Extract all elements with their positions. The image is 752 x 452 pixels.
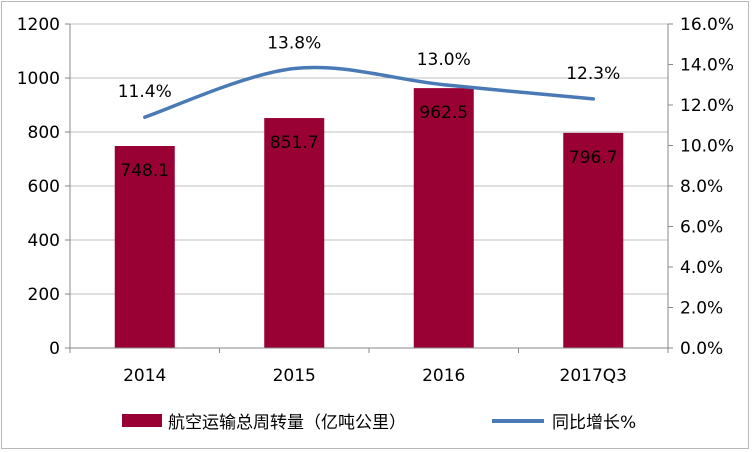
bar-data-label: 748.1: [120, 161, 169, 181]
x-tick-label: 2017Q3: [560, 366, 627, 386]
data-labels: 748.1 851.7 962.5 796.7 11.4% 13.8% 13.0% 12.3%: [118, 34, 621, 181]
y-right-tick-label: 16.0%: [680, 15, 734, 35]
legend-line-label: 同比增长%: [552, 413, 637, 433]
bar-data-label: 796.7: [569, 148, 618, 168]
legend-bar-label: 航空运输总周转量（亿吨公里）: [168, 413, 406, 433]
line-data-label: 13.8%: [267, 34, 321, 54]
axes: 0 200 400 600 800 1000 1200 0.0% 2.0% 4.0% 6.0% 8.0…: [17, 15, 734, 386]
y-right-tick-label: 2.0%: [680, 299, 723, 319]
y-right-tick-label: 8.0%: [680, 177, 723, 197]
legend-item-bar: 航空运输总周转量（亿吨公里）: [122, 408, 406, 433]
y-left-tick-label: 1200: [17, 15, 60, 35]
y-right-tick-label: 0.0%: [680, 339, 723, 359]
line-data-label: 11.4%: [118, 82, 172, 102]
y-left-tick-label: 200: [28, 285, 60, 305]
y-right-tick-label: 12.0%: [680, 96, 734, 116]
y-left-tick-label: 600: [28, 177, 60, 197]
x-tick-label: 2015: [273, 366, 316, 386]
y-right-tick-label: 4.0%: [680, 258, 723, 278]
y-left-tick-label: 800: [28, 123, 60, 143]
legend: 航空运输总周转量（亿吨公里） 同比增长%: [0, 398, 752, 438]
legend-item-line: 同比增长%: [492, 408, 636, 433]
bar-data-label: 851.7: [270, 133, 319, 153]
growth-line: [143, 65, 595, 119]
bar-data-label: 962.5: [419, 103, 468, 123]
line-data-label: 13.0%: [417, 50, 471, 70]
legend-bar-swatch: [122, 414, 162, 427]
bar-series: [114, 88, 624, 348]
y-right-tick-label: 14.0%: [680, 56, 734, 76]
y-left-tick-label: 1000: [17, 69, 60, 89]
combo-chart: 0 200 400 600 800 1000 1200 0.0% 2.0% 4.0% 6.0% 8.0…: [17, 15, 734, 386]
y-left-tick-label: 0: [49, 339, 60, 359]
bar: [114, 146, 175, 348]
x-tick-label: 2014: [123, 366, 166, 386]
line-series: [143, 65, 595, 119]
bar: [264, 118, 325, 348]
bar: [563, 132, 624, 348]
y-right-tick-label: 10.0%: [680, 137, 734, 157]
bar: [413, 88, 474, 348]
y-right-tick-label: 6.0%: [680, 218, 723, 238]
line-data-label: 12.3%: [566, 64, 620, 84]
x-tick-label: 2016: [422, 366, 465, 386]
legend-line-swatch: [492, 418, 544, 423]
y-left-tick-label: 400: [28, 231, 60, 251]
